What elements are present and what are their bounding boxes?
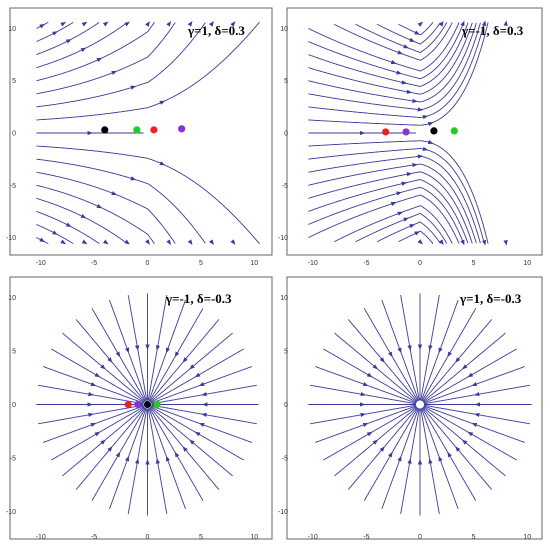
equilibrium-points bbox=[382, 127, 458, 136]
panel-top-right: -10 -5 0 5 10 -10 -5 0 5 10 γ=-1, δ=0.3 bbox=[278, 7, 543, 267]
y-tick-label: 0 bbox=[284, 131, 288, 138]
tick-labels: -10 -5 0 5 10 -10 -5 0 5 10 bbox=[278, 295, 531, 541]
x-tick-label: 10 bbox=[250, 260, 258, 267]
y-tick-label: 5 bbox=[284, 349, 288, 356]
x-tick-label: -5 bbox=[363, 534, 369, 541]
x-tick-label: 0 bbox=[418, 260, 422, 267]
equilibrium-point bbox=[101, 126, 109, 134]
x-tick-label: 5 bbox=[199, 260, 203, 267]
streamlines bbox=[308, 20, 508, 246]
y-tick-label: 5 bbox=[284, 78, 288, 85]
panel-title: γ=-1, δ=-0.3 bbox=[165, 291, 232, 306]
panel-title: γ=-1, δ=0.3 bbox=[461, 23, 524, 38]
equilibrium-points bbox=[101, 125, 186, 134]
y-tick-label: 10 bbox=[8, 26, 16, 33]
x-tick-label: 5 bbox=[472, 534, 476, 541]
y-tick-label: 10 bbox=[8, 295, 16, 302]
panel-title: γ=1, δ=-0.3 bbox=[459, 291, 522, 306]
y-tick-label: -10 bbox=[278, 235, 288, 242]
y-tick-label: -10 bbox=[6, 235, 16, 242]
y-tick-label: 0 bbox=[12, 131, 16, 138]
y-tick-label: 5 bbox=[12, 349, 16, 356]
x-tick-label: -10 bbox=[308, 260, 318, 267]
x-tick-label: 10 bbox=[523, 260, 531, 267]
equilibrium-point bbox=[382, 128, 390, 136]
x-tick-label: -5 bbox=[91, 534, 97, 541]
streamlines bbox=[36, 293, 259, 516]
x-tick-label: -5 bbox=[363, 260, 369, 267]
x-tick-label: -10 bbox=[36, 260, 46, 267]
equilibrium-point bbox=[178, 125, 186, 133]
equilibrium-point bbox=[134, 400, 142, 409]
equilibrium-point bbox=[153, 400, 161, 409]
streamlines bbox=[36, 20, 260, 246]
x-tick-label: 5 bbox=[199, 534, 203, 541]
y-tick-label: 5 bbox=[12, 78, 16, 85]
tick-labels: -10 -5 0 5 10 -10 -5 0 5 10 bbox=[278, 26, 531, 267]
equilibrium-point bbox=[150, 126, 158, 134]
panel-top-left: -10 -5 0 5 10 -10 -5 0 5 10 γ=1, δ=0.3 bbox=[6, 7, 273, 267]
x-tick-label: -10 bbox=[308, 534, 318, 541]
tick-labels: -10 -5 0 5 10 -10 -5 0 5 10 bbox=[6, 295, 258, 541]
panel-frame bbox=[9, 7, 273, 256]
x-tick-label: 10 bbox=[250, 534, 258, 541]
x-tick-label: 0 bbox=[418, 534, 422, 541]
y-tick-label: 10 bbox=[280, 26, 288, 33]
y-tick-label: 0 bbox=[12, 402, 16, 409]
tick-labels: -10 -5 0 5 10 -10 -5 0 5 10 bbox=[6, 26, 258, 267]
y-tick-label: 0 bbox=[284, 402, 288, 409]
y-tick-label: -5 bbox=[10, 183, 16, 190]
x-tick-label: 10 bbox=[523, 534, 531, 541]
y-tick-label: -5 bbox=[10, 455, 16, 462]
equilibrium-points bbox=[124, 400, 161, 409]
x-tick-label: -5 bbox=[91, 260, 97, 267]
x-tick-label: 0 bbox=[146, 534, 150, 541]
panel-frame bbox=[286, 7, 543, 256]
equilibrium-point bbox=[143, 400, 152, 409]
y-tick-label: -5 bbox=[282, 455, 288, 462]
panel-bottom-left: -10 -5 0 5 10 -10 -5 0 5 10 γ=-1, δ=-0.3 bbox=[6, 276, 273, 541]
x-tick-label: -10 bbox=[36, 534, 46, 541]
equilibrium-point bbox=[124, 400, 132, 409]
equilibrium-point bbox=[430, 127, 438, 135]
x-tick-label: 0 bbox=[146, 260, 150, 267]
equilibrium-point bbox=[402, 128, 410, 136]
y-tick-label: -10 bbox=[6, 509, 16, 516]
panel-title: γ=1, δ=0.3 bbox=[187, 23, 245, 38]
y-tick-label: 10 bbox=[280, 295, 288, 302]
y-tick-label: -10 bbox=[278, 509, 288, 516]
streamlines bbox=[308, 293, 532, 516]
x-tick-label: 5 bbox=[472, 260, 476, 267]
equilibrium-point bbox=[450, 127, 458, 135]
equilibrium-point bbox=[133, 126, 141, 134]
y-tick-label: -5 bbox=[282, 183, 288, 190]
panel-bottom-right: -10 -5 0 5 10 -10 -5 0 5 10 γ=1, δ=-0.3 bbox=[278, 276, 543, 541]
